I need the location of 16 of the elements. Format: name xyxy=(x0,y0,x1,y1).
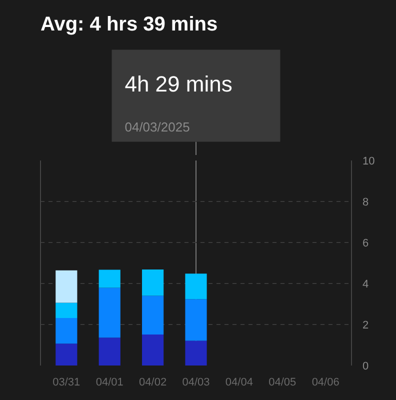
x-tick-label: 03/31 xyxy=(52,376,80,388)
x-tick-label: 04/06 xyxy=(312,376,340,388)
text: 04/03/2025 xyxy=(124,119,190,134)
y-tick-label: 2 xyxy=(362,320,369,332)
x-tick-label: 04/03 xyxy=(182,376,210,388)
x-tick-label: 04/01 xyxy=(96,376,124,388)
y-tick-label: 4 xyxy=(362,278,369,290)
y-tick-label: 0 xyxy=(362,360,369,372)
text: 4h 29 mins xyxy=(124,72,232,97)
y-tick-label: 6 xyxy=(362,238,369,250)
x-tick-label: 04/04 xyxy=(225,376,253,388)
x-tick-label: 04/02 xyxy=(139,376,167,388)
y-tick-label: 8 xyxy=(362,196,369,208)
chart-title: Avg: 4 hrs 39 mins xyxy=(40,14,218,36)
y-tick-label: 10 xyxy=(362,156,375,168)
x-tick-label: 04/05 xyxy=(268,376,296,388)
